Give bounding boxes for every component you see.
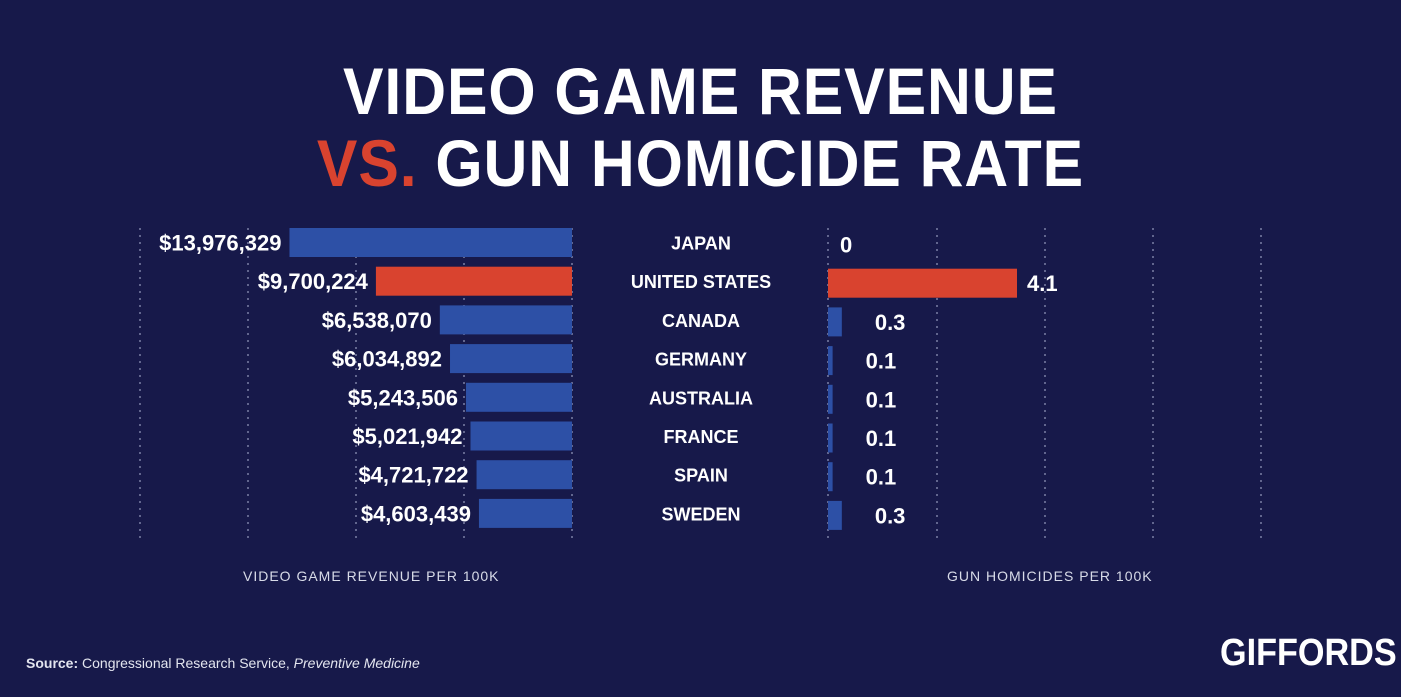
title-line-1-text: VIDEO GAME REVENUE (343, 54, 1058, 128)
title-line-2-text: GUN HOMICIDE RATE (417, 126, 1085, 200)
homicide-bar (828, 268, 1017, 298)
revenue-bar (289, 228, 572, 257)
revenue-bar (470, 421, 572, 451)
country-label: JAPAN (671, 234, 731, 254)
revenue-value-label: $4,721,722 (358, 463, 468, 488)
country-label: FRANCE (664, 427, 739, 447)
chart-labels: $13,976,329 JAPAN 0 $9,700,224 UNITED STATES… (159, 231, 1057, 529)
revenue-value-label: $6,538,070 (322, 308, 432, 333)
title-line-1: VIDEO GAME REVENUE (56, 58, 1345, 124)
country-label: SPAIN (674, 466, 728, 486)
revenue-bar (439, 305, 572, 335)
revenue-value-label: $5,243,506 (348, 385, 458, 410)
homicide-bar (828, 346, 833, 376)
revenue-bar (478, 498, 572, 528)
homicide-bar (828, 462, 833, 492)
source-text: Congressional Research Service, (78, 655, 294, 671)
country-label: GERMANY (655, 350, 747, 370)
homicide-bar (828, 307, 842, 337)
revenue-value-label: $6,034,892 (332, 347, 442, 372)
homicide-value-label: 0.1 (866, 426, 897, 451)
homicide-value-label: 0.3 (875, 503, 906, 528)
revenue-value-label: $5,021,942 (352, 424, 462, 449)
title-line-2: VS. GUN HOMICIDE RATE (56, 130, 1345, 196)
homicide-value-label: 4.1 (1027, 271, 1058, 296)
revenue-bars (289, 228, 572, 528)
revenue-value-label: $9,700,224 (258, 269, 369, 294)
revenue-axis-label: VIDEO GAME REVENUE PER 100K (243, 568, 500, 584)
revenue-bar (476, 460, 572, 490)
homicide-bar (828, 384, 833, 414)
revenue-bar (375, 266, 572, 296)
homicide-value-label: 0.1 (866, 349, 897, 374)
revenue-value-label: $13,976,329 (159, 231, 281, 256)
revenue-value-label: $4,603,439 (361, 501, 471, 526)
homicide-value-label: 0 (840, 233, 852, 258)
revenue-bar (450, 344, 572, 374)
homicide-value-label: 0.3 (875, 310, 906, 335)
country-label: CANADA (662, 311, 740, 331)
country-label: SWEDEN (661, 504, 740, 524)
giffords-logo: GIFFORDS (1220, 632, 1397, 674)
source-italic: Preventive Medicine (293, 655, 420, 671)
homicide-value-label: 0.1 (866, 465, 897, 490)
source-prefix: Source: (26, 655, 79, 671)
homicide-value-label: 0.1 (866, 387, 897, 412)
homicide-bars (828, 268, 1017, 530)
country-label: AUSTRALIA (649, 388, 753, 408)
homicide-bar (828, 500, 842, 530)
homicide-axis-label: GUN HOMICIDES PER 100K (947, 568, 1153, 584)
homicide-bar (828, 423, 833, 453)
country-label: UNITED STATES (631, 272, 771, 292)
revenue-bar (466, 382, 572, 412)
title-vs: VS. (316, 126, 418, 200)
source-note: Source: Congressional Research Service, … (26, 655, 420, 671)
